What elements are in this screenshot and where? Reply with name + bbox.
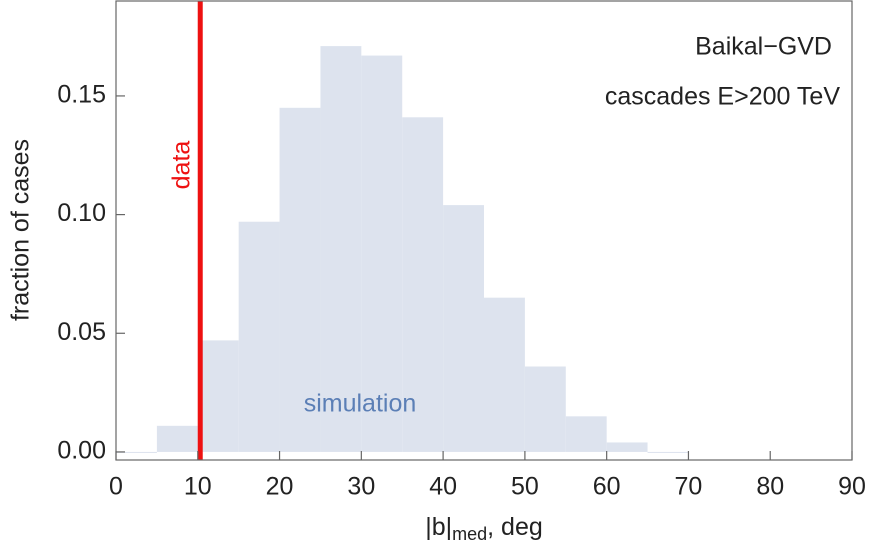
x-axis-label: |b|med, deg	[425, 513, 543, 544]
bar	[565, 416, 607, 452]
x-tick-label: 30	[347, 473, 375, 501]
x-tick-label: 90	[838, 473, 866, 501]
bar	[238, 221, 280, 452]
bar	[647, 451, 689, 453]
bar	[402, 117, 444, 452]
x-tick-label: 40	[429, 473, 457, 501]
annotation: Baikal−GVD	[695, 33, 832, 61]
bar	[443, 205, 484, 452]
bar	[524, 366, 566, 452]
x-tick-label: 60	[593, 473, 621, 501]
x-tick-label: 20	[266, 473, 294, 501]
legend-label: simulation	[304, 390, 417, 418]
data-line-label: data	[168, 141, 196, 190]
x-tick-label: 50	[511, 473, 539, 501]
x-tick-label: 80	[756, 473, 784, 501]
y-tick-label: 0.05	[57, 318, 106, 346]
bar	[361, 55, 403, 452]
x-tick-label: 0	[109, 473, 123, 501]
y-tick-label: 0.00	[57, 437, 106, 465]
plot-frame	[115, 0, 853, 461]
x-tick-label: 10	[184, 473, 212, 501]
bar	[116, 451, 157, 453]
bar	[484, 297, 525, 452]
bar	[156, 425, 198, 452]
x-label-sub: med	[452, 524, 487, 544]
bar	[606, 442, 648, 452]
x-label-rest: , deg	[487, 513, 543, 541]
bar	[320, 46, 362, 452]
x-label-main: |b|	[425, 513, 452, 541]
annotation: cascades E>200 TeV	[605, 83, 840, 111]
x-tick-label: 70	[675, 473, 703, 501]
y-axis-label: fraction of cases	[7, 139, 35, 321]
y-tick-label: 0.15	[57, 81, 106, 109]
bar	[279, 107, 321, 452]
bar	[197, 340, 239, 452]
y-tick-label: 0.10	[57, 199, 106, 227]
